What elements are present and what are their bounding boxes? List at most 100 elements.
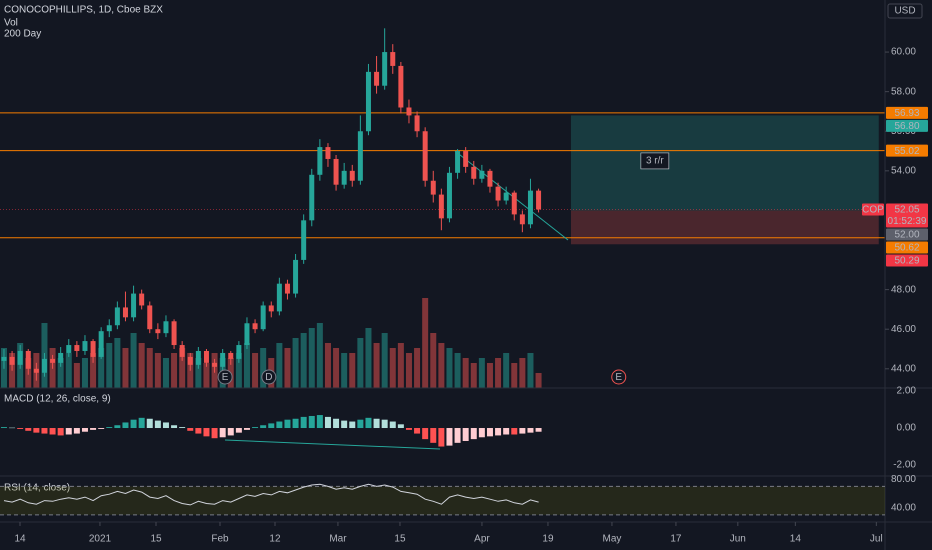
candle-body (357, 131, 363, 181)
price-label: 56.80 (894, 121, 919, 132)
candle-body (147, 305, 153, 330)
macd-bar (235, 428, 242, 433)
x-tick-label: Jun (730, 534, 746, 545)
volume-bar (252, 353, 259, 388)
macd-bar (227, 428, 234, 436)
event-marker (261, 369, 277, 385)
macd-bar (179, 427, 186, 429)
volume-bar (397, 343, 404, 388)
macd-bar (365, 417, 372, 429)
macd-bar (462, 428, 469, 441)
price-label-box (886, 228, 928, 241)
chart-title: CONOCOPHILLIPS, 1D, Cboe BZX (4, 5, 163, 16)
candle-body (317, 147, 323, 175)
x-tick-label: Mar (329, 534, 347, 545)
volume-bar (138, 343, 145, 388)
countdown: 01:52:39 (888, 216, 927, 227)
macd-bar (33, 428, 40, 433)
volume-bar (365, 328, 372, 388)
macd-bar (422, 428, 429, 440)
macd-bar (511, 428, 518, 435)
macd-bar (535, 428, 542, 432)
candle-body (333, 158, 339, 185)
volume-bar (162, 358, 169, 388)
macd-bar (57, 428, 64, 436)
volume-bar (527, 353, 534, 388)
volume-bar (535, 373, 542, 388)
macd-title: MACD (12, 26, close, 9) (4, 394, 111, 405)
volume-bar (405, 353, 412, 388)
volume-bar (381, 333, 388, 388)
x-tick-label: 14 (790, 534, 802, 545)
volume-bar (519, 358, 526, 388)
volume-bar (90, 353, 97, 388)
candle-body (74, 345, 80, 351)
candle-body (66, 345, 72, 353)
volume-bar (73, 363, 80, 388)
candle-body (139, 293, 145, 306)
candle-body (17, 350, 23, 365)
x-tick-label: 19 (542, 534, 554, 545)
volume-bar (292, 338, 299, 388)
event-label: E (222, 372, 229, 383)
macd-bar (308, 415, 315, 429)
x-tick-label: 2021 (89, 534, 112, 545)
volume-bar (203, 363, 210, 388)
volume-bar (373, 343, 380, 388)
candle-body (430, 180, 436, 195)
volume-bar (114, 338, 121, 388)
price-label-box (886, 203, 928, 228)
candle-body (244, 323, 250, 346)
indicator-label: 200 Day (4, 29, 41, 40)
macd-bar (65, 428, 72, 435)
candle-body (1, 356, 7, 361)
y-tick-label: 58.00 (891, 86, 916, 97)
volume-bar (333, 348, 340, 388)
macd-bar (9, 427, 16, 429)
volume-bar (462, 358, 469, 388)
candle-body (325, 147, 331, 159)
candle-body (293, 259, 299, 294)
candle-body (25, 350, 31, 369)
macd-bar (397, 424, 404, 429)
candle-body (203, 350, 209, 363)
candle-body (9, 356, 15, 365)
price-label-box (886, 119, 928, 132)
candle-body (414, 115, 420, 132)
macd-bar (389, 421, 396, 429)
volume-bar (146, 348, 153, 388)
macd-bar (357, 419, 364, 429)
symbol-box (862, 203, 884, 216)
rsi-title: RSI (14, close) (4, 483, 70, 494)
candle-body (260, 305, 266, 330)
macd-bar (211, 428, 218, 439)
volume-bar (300, 333, 307, 388)
macd-bar (341, 420, 348, 429)
macd-bar (446, 428, 453, 446)
volume-bar (171, 353, 178, 388)
symbol-label: COP (862, 205, 884, 216)
macd-bar (0, 427, 7, 429)
x-tick-label: Apr (474, 534, 490, 545)
volume-bar (349, 353, 356, 388)
trend-line (224, 439, 441, 450)
macd-bar (106, 427, 113, 429)
candle-body (41, 358, 47, 373)
macd-tick-label: 2.00 (897, 386, 917, 397)
volume-bar (130, 333, 137, 388)
currency: USD (894, 6, 915, 17)
candle-body (220, 352, 226, 367)
macd-bar (187, 428, 194, 431)
candle-body (479, 170, 485, 179)
candle-body (252, 323, 258, 330)
price-label-box (886, 241, 928, 254)
macd-bar (122, 422, 129, 429)
candle-body (463, 151, 469, 167)
macd-bar (486, 428, 493, 437)
candle-body (519, 214, 525, 225)
event-label: E (615, 372, 622, 383)
candle-body (187, 356, 193, 365)
currency-box[interactable] (887, 3, 923, 19)
macd-bar (195, 428, 202, 434)
